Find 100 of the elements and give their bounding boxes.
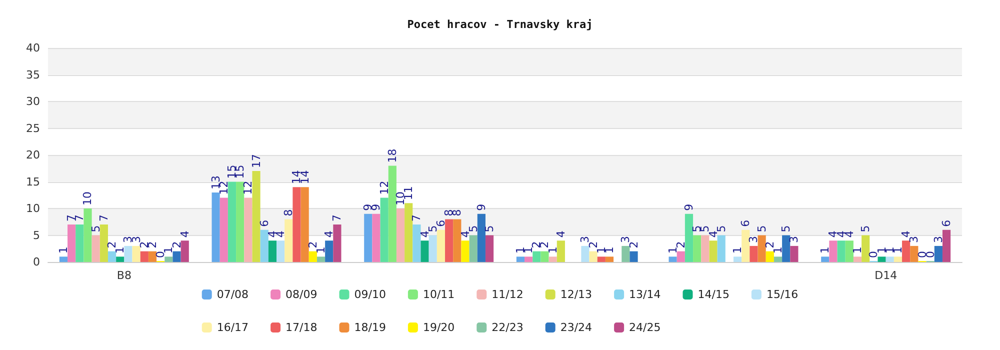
bar xyxy=(388,166,396,262)
bar xyxy=(84,208,92,262)
data-label: 9 xyxy=(474,204,488,211)
bar xyxy=(292,187,301,262)
data-label: 2 xyxy=(170,241,184,248)
data-label: 12 xyxy=(378,180,391,195)
legend-label: 10/11 xyxy=(422,288,455,301)
bar xyxy=(597,256,606,262)
bar xyxy=(252,171,260,262)
legend-label: 15/16 xyxy=(766,288,798,301)
bar xyxy=(853,256,862,262)
bar xyxy=(589,251,598,262)
bar xyxy=(172,251,181,262)
bar xyxy=(428,235,437,262)
data-label: 3 xyxy=(788,236,801,243)
data-label: 2 xyxy=(627,241,640,248)
bar xyxy=(116,256,124,262)
bar xyxy=(436,230,446,262)
y-tick-label: 40 xyxy=(26,42,40,54)
bar xyxy=(886,256,894,262)
data-label: 0 xyxy=(154,251,168,258)
data-label: 1 xyxy=(851,246,864,254)
bar xyxy=(676,251,685,262)
legend-label: 07/08 xyxy=(216,288,249,301)
bar xyxy=(108,251,116,262)
bar xyxy=(453,219,462,262)
bar xyxy=(516,256,525,262)
data-label: 10 xyxy=(81,192,94,206)
bar xyxy=(774,256,782,262)
data-label: 4 xyxy=(554,230,568,238)
data-label: 7 xyxy=(410,214,424,222)
bar xyxy=(148,251,157,262)
bar xyxy=(380,198,388,262)
legend-label: 16/17 xyxy=(216,321,249,334)
y-tick-label: 30 xyxy=(26,95,40,108)
bar xyxy=(68,224,76,262)
data-label: 9 xyxy=(682,204,696,211)
data-label: 4 xyxy=(706,230,720,238)
x-tick-label: B8 xyxy=(116,269,132,282)
y-tick-label: 10 xyxy=(26,202,40,215)
data-label: 7 xyxy=(73,214,86,222)
data-label: 5 xyxy=(859,225,872,232)
data-label: 4 xyxy=(322,230,336,238)
y-tick-label: 0 xyxy=(33,256,40,268)
bar xyxy=(59,256,68,262)
bar xyxy=(461,240,470,262)
bar xyxy=(325,240,334,262)
y-tick-label: 35 xyxy=(26,68,40,82)
legend-label: 22/23 xyxy=(492,321,524,334)
bar xyxy=(750,246,758,262)
data-label: 1 xyxy=(546,246,560,254)
data-label: 3 xyxy=(747,236,760,243)
bar xyxy=(220,198,228,262)
data-label: 7 xyxy=(97,214,110,222)
bar xyxy=(701,235,710,262)
bar xyxy=(942,230,951,262)
bar xyxy=(469,235,478,262)
bar xyxy=(260,230,268,262)
legend-label: 08/09 xyxy=(286,288,318,301)
bar xyxy=(622,246,630,262)
bar xyxy=(132,246,140,262)
data-label: 1 xyxy=(114,246,127,254)
bar xyxy=(485,235,494,262)
bar xyxy=(524,256,533,262)
bar xyxy=(284,219,293,262)
bar xyxy=(276,240,285,262)
bar xyxy=(372,214,380,262)
bar xyxy=(684,214,694,262)
bar xyxy=(934,246,942,262)
bar xyxy=(630,251,638,262)
legend-label: 24/25 xyxy=(629,321,661,334)
data-label: 8 xyxy=(282,209,296,216)
legend-label: 17/18 xyxy=(286,321,318,334)
bar xyxy=(734,256,742,262)
data-label: 4 xyxy=(458,230,472,238)
bar xyxy=(668,256,677,262)
data-label: 3 xyxy=(932,236,945,243)
data-label: 6 xyxy=(258,220,271,227)
bar xyxy=(316,256,326,262)
bar xyxy=(581,246,590,262)
y-tick-label: 25 xyxy=(26,122,40,135)
data-label: 18 xyxy=(386,148,399,163)
bar xyxy=(236,182,244,262)
bar xyxy=(445,219,454,262)
bar xyxy=(902,240,910,262)
data-label: 5 xyxy=(483,225,496,232)
data-label: 7 xyxy=(330,214,344,222)
data-label: 2 xyxy=(586,241,600,248)
bar xyxy=(862,235,870,262)
bar xyxy=(548,256,557,262)
legend-label: 09/10 xyxy=(354,288,386,301)
data-label: 3 xyxy=(578,236,592,243)
data-label: 5 xyxy=(89,225,102,232)
x-tick-label: D14 xyxy=(874,269,898,282)
bar xyxy=(140,251,148,262)
bar xyxy=(76,224,84,262)
data-label: 1 xyxy=(314,246,328,254)
bar xyxy=(92,235,100,262)
bar xyxy=(790,246,798,262)
data-label: 2 xyxy=(106,241,119,248)
